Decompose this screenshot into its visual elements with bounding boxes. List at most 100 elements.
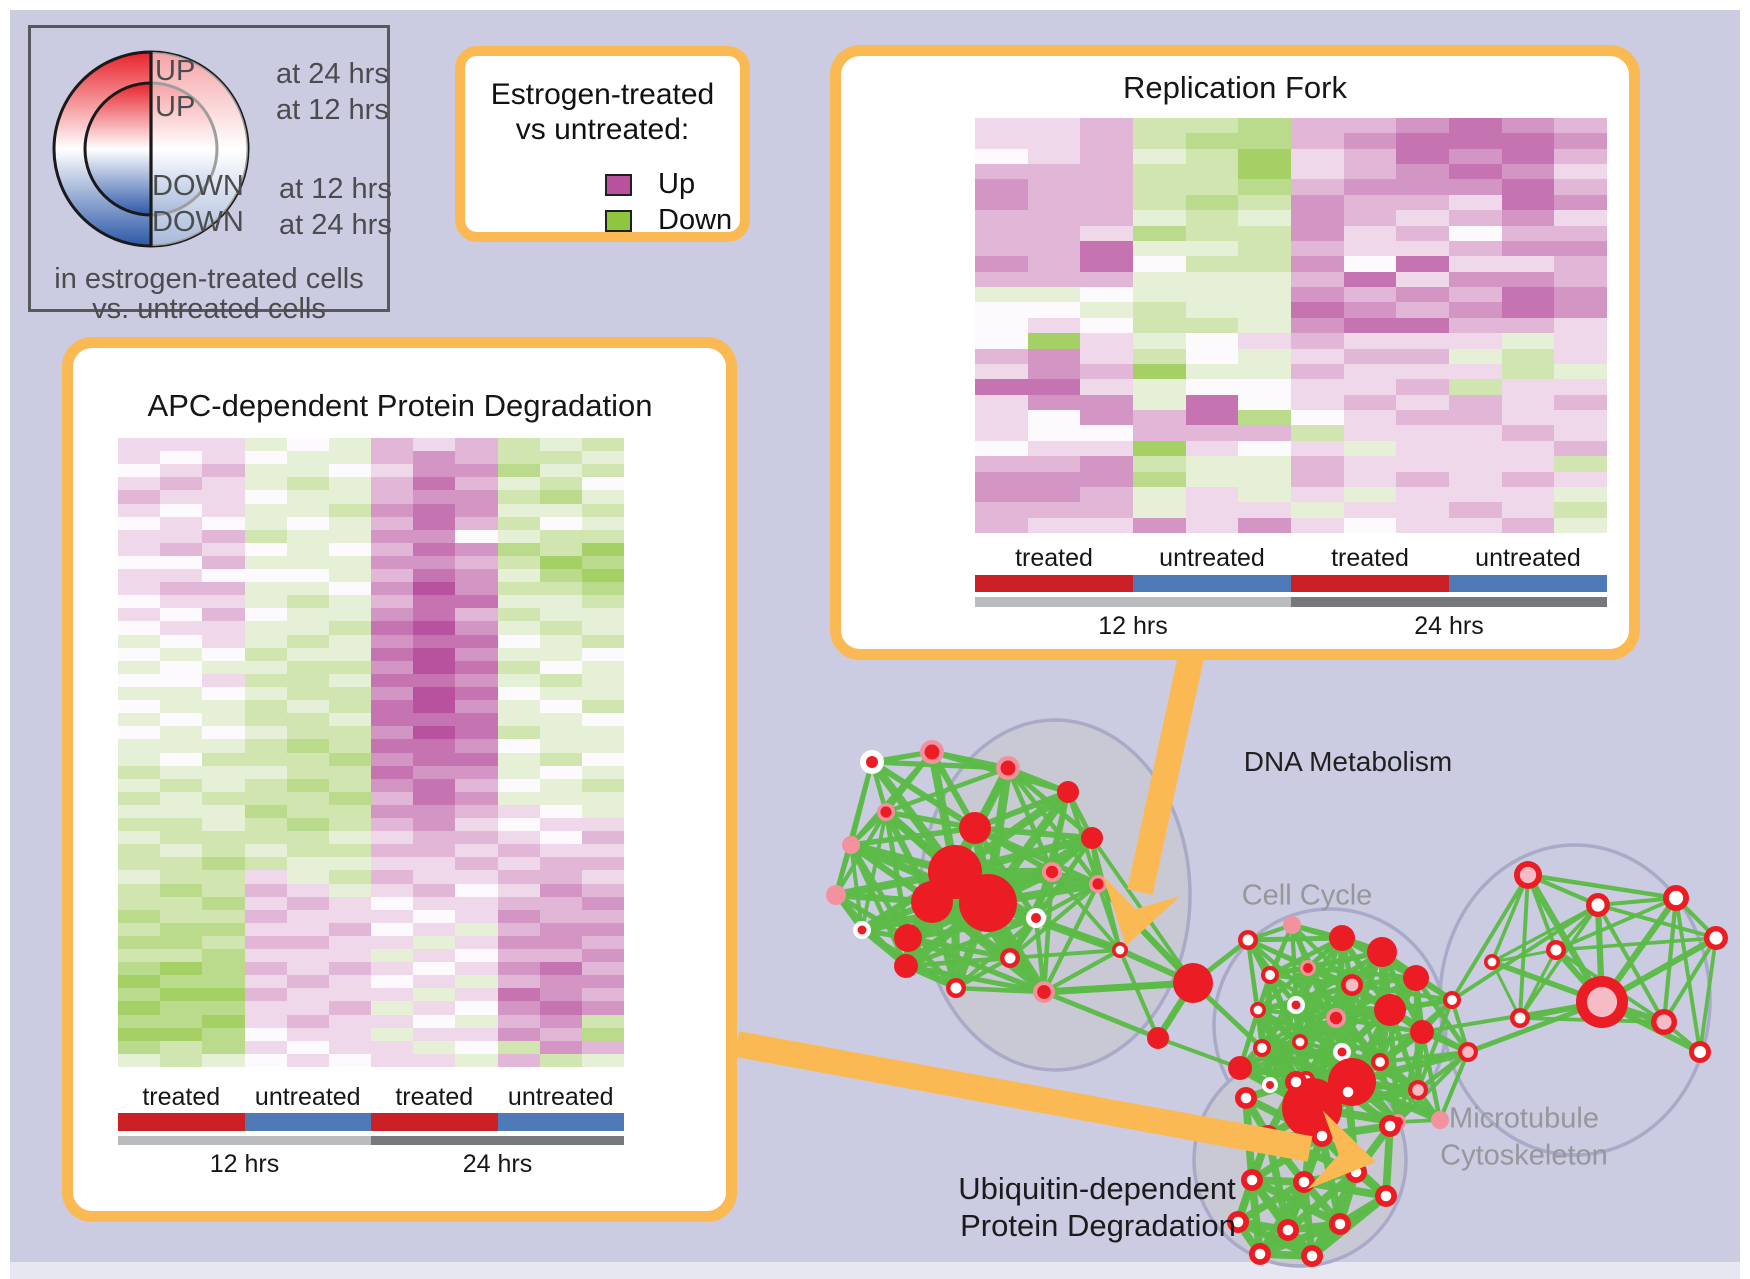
heatmap-cell <box>160 1014 203 1028</box>
network-edge <box>1306 967 1344 1053</box>
gene-node-hole <box>1316 1130 1328 1142</box>
heatmap-cell <box>413 844 456 858</box>
heatmap-cell <box>202 569 245 583</box>
heatmap-cell <box>328 883 371 897</box>
heatmap-cell <box>160 896 203 910</box>
gene-node-core <box>1092 878 1104 890</box>
heatmap-cell <box>1080 194 1133 211</box>
heatmap-cell <box>328 595 371 609</box>
heatmap-cell <box>244 438 287 452</box>
heatmap-cell <box>455 857 498 871</box>
heatmap-cell <box>1080 471 1133 487</box>
heatmap-cell <box>286 477 329 491</box>
network-edge <box>1118 949 1160 1039</box>
heatmap-cell <box>202 804 245 819</box>
heatmap-cell <box>371 660 414 674</box>
heatmap-cell <box>244 555 287 570</box>
heatmap-cell <box>497 922 540 936</box>
heatmap-cell <box>975 394 1028 411</box>
heatmap-cell <box>497 634 540 648</box>
legend-up-outer: UP <box>155 55 196 87</box>
heatmap-cell <box>1554 456 1607 472</box>
heatmap-cell <box>286 870 329 884</box>
heatmap-cell <box>1343 271 1397 288</box>
heatmap-cell <box>975 363 1028 380</box>
heatmap-cell <box>1027 133 1081 149</box>
heatmap-cell <box>244 935 287 950</box>
replication-fork-title: Replication Fork <box>1123 70 1347 105</box>
heatmap-cell <box>286 1040 329 1054</box>
heatmap-cell <box>1291 379 1344 395</box>
heatmap-cell <box>1185 240 1239 257</box>
heatmap-cell <box>202 752 245 766</box>
heatmap-cell <box>1343 456 1397 472</box>
heatmap-cell <box>497 831 540 845</box>
heatmap-cell <box>118 752 161 766</box>
heatmap-cell <box>1027 118 1081 134</box>
heatmap-cell <box>160 608 203 622</box>
heatmap-cell <box>118 490 161 504</box>
heatmap-cell <box>581 608 624 622</box>
heatmap-cell <box>371 818 414 832</box>
heatmap-cell <box>118 818 161 832</box>
heatmap-cell <box>1501 502 1555 518</box>
heatmap-cell <box>160 569 203 583</box>
heatmap-cell <box>371 909 414 923</box>
gene-node-hole <box>950 982 962 994</box>
heatmap-cell <box>1291 194 1344 211</box>
color-legend-item-down: Down <box>605 204 732 237</box>
heatmap-cell <box>160 660 203 674</box>
heatmap-cell <box>202 1040 245 1054</box>
heatmap-cell <box>160 464 203 478</box>
heatmap-cell <box>160 975 203 989</box>
heatmap-cell <box>1449 179 1502 195</box>
legend-down-inner-time: at 12 hrs <box>279 173 392 205</box>
heatmap-cell <box>1133 317 1186 334</box>
heatmap-cell <box>413 595 456 609</box>
heatmap-cell <box>975 425 1028 441</box>
heatmap-cell <box>160 1001 203 1015</box>
heatmap-cell <box>118 582 161 596</box>
heatmap-cell <box>1027 394 1081 411</box>
heatmap-cell <box>202 870 245 884</box>
heatmap-cell <box>975 317 1028 334</box>
heatmap-cell <box>539 634 582 648</box>
heatmap-cell <box>581 503 624 517</box>
heatmap-cell <box>328 555 371 570</box>
gene-node-core <box>857 925 867 935</box>
heatmap-cell <box>497 1040 540 1054</box>
network-edge <box>1597 895 1677 908</box>
heatmap-cell <box>244 713 287 727</box>
heatmap-cell <box>539 896 582 910</box>
gene-node-core <box>1412 1084 1424 1096</box>
heatmap-cell <box>1133 194 1186 211</box>
heatmap-cell <box>118 700 161 714</box>
heatmap-cell <box>1501 194 1555 211</box>
heatmap-cell <box>1554 148 1607 165</box>
heatmap-cell <box>1291 333 1344 349</box>
heatmap-cell <box>1027 240 1081 257</box>
heatmap-cell <box>286 975 329 989</box>
heatmap-cell <box>1291 118 1344 134</box>
heatmap-cell <box>244 962 287 976</box>
heatmap-cell <box>1554 502 1607 518</box>
heatmap-cell <box>371 569 414 583</box>
heatmap-cell <box>539 778 582 792</box>
heatmap-cell <box>1554 287 1607 303</box>
heatmap-cell <box>244 804 287 819</box>
heatmap-cell <box>975 179 1028 195</box>
heatmap-cell <box>539 529 582 543</box>
heatmap-cell <box>244 778 287 792</box>
heatmap-cell <box>328 503 371 517</box>
heatmap-cell <box>1554 486 1607 503</box>
heatmap-cell <box>1291 210 1344 226</box>
heatmap-cell <box>371 608 414 622</box>
heatmap-cell <box>413 778 456 792</box>
gene-node-hole <box>1487 957 1497 967</box>
heatmap-cell <box>1449 302 1502 318</box>
heatmap-cell <box>1554 133 1607 149</box>
heatmap-cell <box>455 647 498 661</box>
heatmap-cell <box>328 542 371 556</box>
heatmap-cell <box>413 739 456 753</box>
heatmap-cell <box>371 896 414 910</box>
